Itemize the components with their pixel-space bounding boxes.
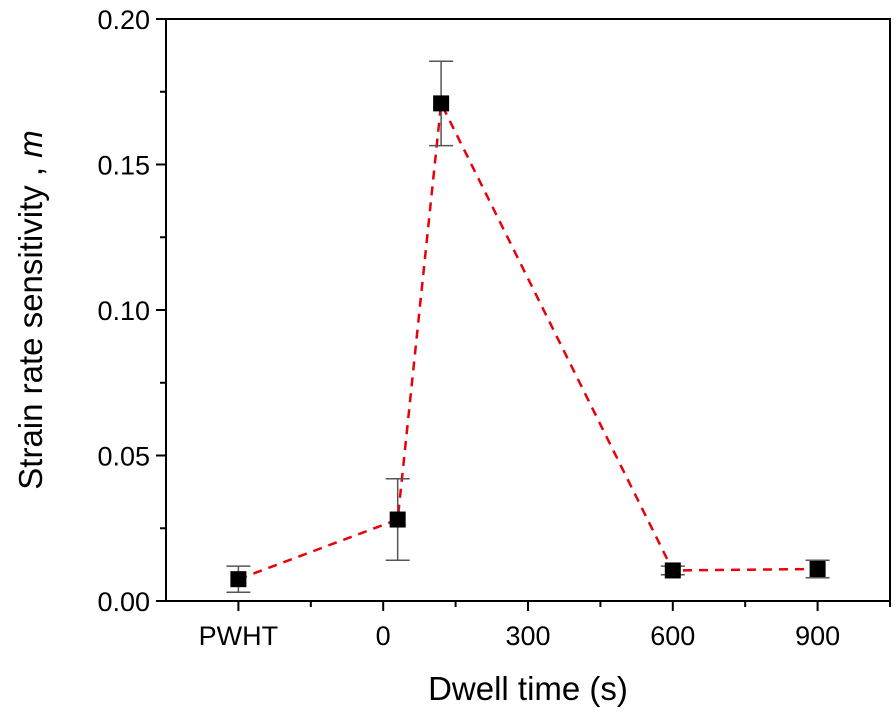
x-axis-ticks: PWHT 0 300 600 900 xyxy=(199,601,891,651)
x-tick-label: 0 xyxy=(376,621,391,651)
y-axis-title: Strain rate sensitivity , m xyxy=(12,130,49,489)
y-tick-label: 0.20 xyxy=(97,5,150,35)
x-tick-label: 600 xyxy=(650,621,695,651)
data-point xyxy=(809,560,826,577)
y-tick-label: 0.15 xyxy=(97,151,150,181)
series-line xyxy=(237,98,818,581)
y-tick-label: 0.05 xyxy=(97,442,150,472)
data-point xyxy=(664,562,681,579)
data-point xyxy=(433,95,450,112)
y-tick-label: 0.10 xyxy=(97,296,150,326)
x-tick-label: PWHT xyxy=(199,621,278,651)
y-axis-ticks: 0.00 0.05 0.10 0.15 0.20 xyxy=(97,5,166,617)
data-point xyxy=(230,571,247,588)
plot-frame xyxy=(165,18,891,602)
data-point xyxy=(389,511,406,528)
series-layer xyxy=(226,60,830,594)
y-axis-title-text: Strain rate sensitivity , xyxy=(12,158,49,490)
x-tick-label: 900 xyxy=(795,621,840,651)
x-tick-label: 300 xyxy=(505,621,550,651)
y-axis-title-symbol: m xyxy=(12,130,49,158)
y-tick-label: 0.00 xyxy=(97,587,150,617)
x-axis-title: Dwell time (s) xyxy=(428,670,628,707)
